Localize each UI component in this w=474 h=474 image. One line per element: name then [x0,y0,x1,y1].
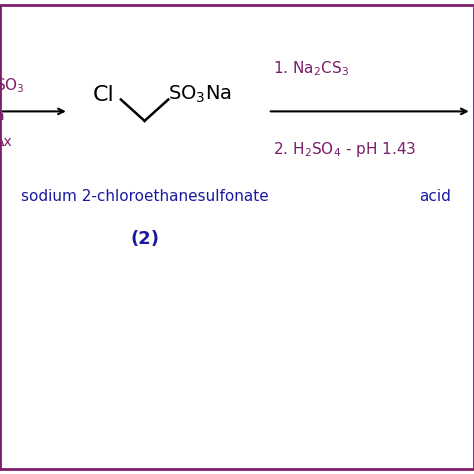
Text: acid: acid [419,189,451,204]
Text: Δx: Δx [0,135,13,149]
Text: sodium 2-chloroethanesulfonate: sodium 2-chloroethanesulfonate [21,189,268,204]
Text: (2): (2) [130,230,159,248]
Text: 2. H$_2$SO$_4$ - pH 1.43: 2. H$_2$SO$_4$ - pH 1.43 [273,140,416,159]
Text: SO$_3$Na: SO$_3$Na [168,84,232,105]
Text: Cl: Cl [92,85,114,105]
Text: 1. Na$_2$CS$_3$: 1. Na$_2$CS$_3$ [273,59,348,78]
Text: $\mathregular{SO_3}$: $\mathregular{SO_3}$ [0,76,25,95]
Text: a: a [0,109,4,123]
